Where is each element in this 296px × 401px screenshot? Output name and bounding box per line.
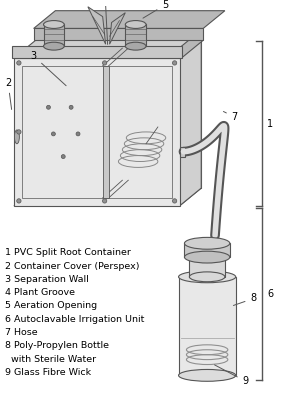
Text: 8 Poly-Propylen Bottle: 8 Poly-Propylen Bottle — [5, 341, 109, 350]
Bar — [36, 40, 201, 188]
Circle shape — [17, 199, 21, 203]
Bar — [184, 243, 230, 257]
Ellipse shape — [44, 20, 64, 28]
Circle shape — [76, 132, 80, 136]
Text: 4: 4 — [0, 400, 1, 401]
Bar — [103, 66, 109, 198]
Text: 5 Aeration Opening: 5 Aeration Opening — [5, 302, 97, 310]
Polygon shape — [14, 188, 201, 206]
Bar — [44, 24, 64, 46]
Ellipse shape — [44, 42, 64, 50]
Polygon shape — [34, 11, 225, 28]
Bar — [189, 257, 225, 277]
Circle shape — [69, 105, 73, 109]
Text: 5: 5 — [143, 0, 168, 18]
Text: 1: 1 — [267, 119, 273, 129]
Bar — [125, 24, 146, 46]
Ellipse shape — [178, 271, 236, 283]
Bar — [180, 147, 186, 156]
Circle shape — [52, 132, 55, 136]
Text: with Sterile Water: with Sterile Water — [5, 354, 96, 364]
Text: 1 PVC Split Root Container: 1 PVC Split Root Container — [5, 248, 131, 257]
Bar — [178, 277, 236, 375]
Ellipse shape — [184, 237, 230, 249]
Bar — [14, 58, 180, 206]
Polygon shape — [181, 28, 203, 58]
Text: 3 Separation Wall: 3 Separation Wall — [5, 275, 89, 284]
Polygon shape — [14, 40, 201, 58]
Circle shape — [17, 130, 21, 134]
Bar — [22, 66, 172, 198]
Circle shape — [173, 199, 177, 203]
Ellipse shape — [184, 251, 230, 263]
Polygon shape — [110, 13, 125, 44]
Text: 8: 8 — [234, 294, 257, 306]
Circle shape — [173, 61, 177, 65]
Text: 6: 6 — [267, 289, 273, 299]
Text: 9 Glass Fibre Wick: 9 Glass Fibre Wick — [5, 368, 91, 377]
Text: 6 Autoclavable Irrigation Unit: 6 Autoclavable Irrigation Unit — [5, 315, 144, 324]
Text: 7 Hose: 7 Hose — [5, 328, 38, 337]
Text: 2: 2 — [5, 78, 12, 109]
Circle shape — [46, 105, 50, 109]
Circle shape — [102, 61, 107, 65]
Text: 3: 3 — [30, 51, 66, 86]
Ellipse shape — [125, 42, 146, 50]
Text: 9: 9 — [215, 365, 249, 386]
Ellipse shape — [125, 20, 146, 28]
Text: 2 Container Cover (Perspex): 2 Container Cover (Perspex) — [5, 261, 140, 271]
Bar — [12, 46, 181, 58]
Polygon shape — [180, 40, 201, 206]
Text: 4 Plant Groove: 4 Plant Groove — [5, 288, 75, 297]
Ellipse shape — [15, 130, 19, 144]
Ellipse shape — [178, 369, 236, 381]
Polygon shape — [88, 7, 106, 44]
Ellipse shape — [189, 252, 225, 262]
Text: 7: 7 — [223, 111, 238, 122]
Circle shape — [102, 199, 107, 203]
Ellipse shape — [189, 272, 225, 282]
Bar — [34, 28, 203, 40]
Circle shape — [17, 61, 21, 65]
Circle shape — [61, 155, 65, 158]
